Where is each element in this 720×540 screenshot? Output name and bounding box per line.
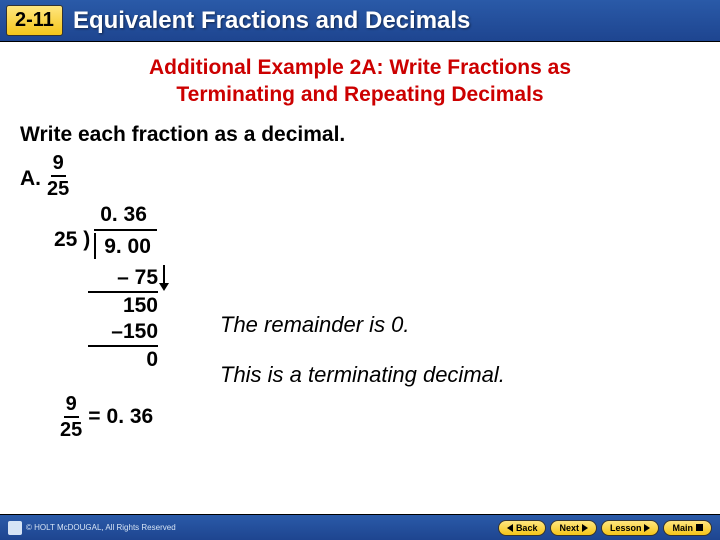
back-label: Back [516,523,538,533]
divisor: 25 ) [54,227,90,252]
main-label: Main [672,523,693,533]
result-numerator: 9 [64,394,79,418]
result-value: 0. 36 [107,405,154,429]
lesson-icon [644,524,650,532]
main-button[interactable]: Main [663,520,712,536]
header-bar: 2-11 Equivalent Fractions and Decimals [0,0,720,42]
division-box: 0. 36 9. 00 [94,203,157,259]
nav-buttons: Back Next Lesson Main [498,520,712,536]
copyright: © HOLT McDOUGAL, All Rights Reserved [8,521,176,535]
main-icon [696,524,703,531]
copyright-text: © HOLT McDOUGAL, All Rights Reserved [26,523,176,532]
publisher-logo-icon [8,521,22,535]
result-row: 9 25 = 0. 36 [60,394,700,440]
lesson-badge: 2-11 [6,5,63,36]
footer-bar: © HOLT McDOUGAL, All Rights Reserved Bac… [0,514,720,540]
dividend: 9. 00 [94,233,157,259]
step-1: – 75 [88,265,158,293]
example-title-line1: Additional Example 2A: Write Fractions a… [149,56,571,79]
back-icon [507,524,513,532]
step-3: –150 [88,319,158,347]
back-button[interactable]: Back [498,520,547,536]
problem-row: A. 9 25 [20,153,700,199]
result-denominator: 25 [60,418,82,440]
division-paren: ) [83,228,90,251]
fraction-numerator: 9 [51,153,66,177]
fraction-denominator: 25 [47,177,69,199]
divisor-value: 25 [54,228,77,251]
explanation-terminating: This is a terminating decimal. [220,362,505,388]
header-title: Equivalent Fractions and Decimals [73,7,470,35]
lesson-label: Lesson [610,523,642,533]
next-label: Next [559,523,579,533]
example-title: Additional Example 2A: Write Fractions a… [20,54,700,109]
example-title-line2: Terminating and Repeating Decimals [176,83,543,106]
result-fraction: 9 25 [60,394,82,440]
quotient: 0. 36 [94,203,157,231]
lesson-button[interactable]: Lesson [601,520,660,536]
content-area: Additional Example 2A: Write Fractions a… [0,42,720,440]
step-2: 150 [88,293,158,319]
next-button[interactable]: Next [550,520,597,536]
problem-label: A. [20,167,41,191]
long-division: 25 ) 0. 36 9. 00 [54,203,700,259]
explanation-remainder: The remainder is 0. [220,312,410,338]
next-icon [582,524,588,532]
problem-fraction: 9 25 [47,153,69,199]
step-4: 0 [88,347,158,373]
bring-down-arrow [163,265,165,289]
equals-sign: = [88,405,100,429]
instruction-text: Write each fraction as a decimal. [20,123,700,147]
